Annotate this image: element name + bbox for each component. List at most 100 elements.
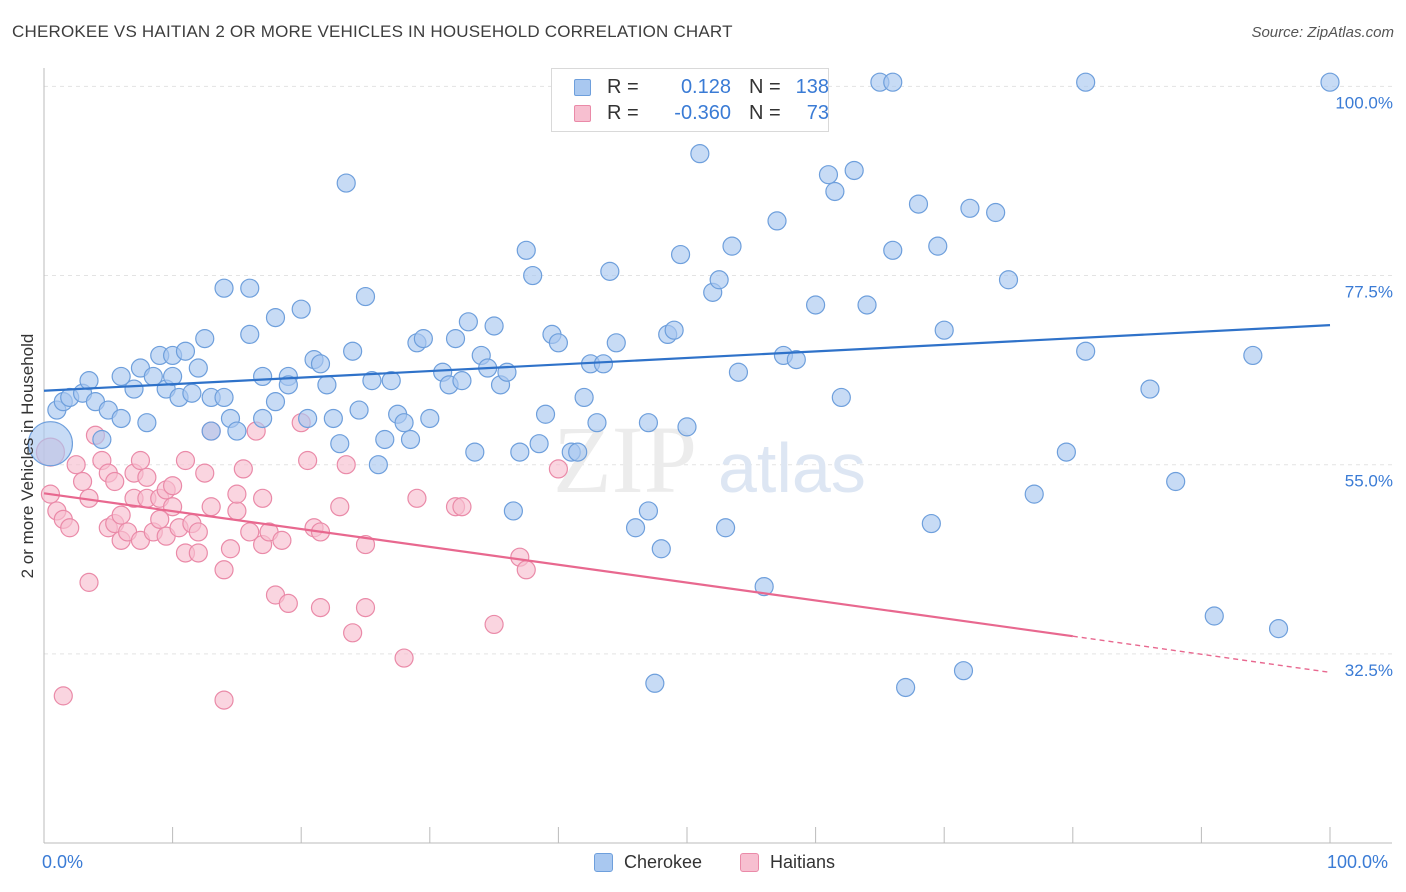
- cherokee-point: [896, 677, 916, 698]
- haitians-point: [253, 488, 273, 508]
- cherokee-point: [715, 518, 736, 538]
- cherokee-point: [818, 165, 839, 185]
- cherokee-point: [722, 236, 742, 256]
- cherokee-point: [201, 421, 221, 441]
- cherokee-point: [664, 320, 684, 340]
- watermark-atlas: atlas: [718, 429, 866, 507]
- haitians-trend-extension: [1072, 635, 1331, 674]
- haitians-trend-line: [43, 492, 1073, 638]
- cherokee-point: [240, 278, 260, 298]
- haitians-point: [227, 501, 247, 521]
- cherokee-point: [214, 387, 234, 408]
- haitians-point: [298, 450, 318, 471]
- haitians-point: [130, 450, 151, 471]
- cherokee-point: [625, 518, 646, 538]
- cherokee-point: [458, 312, 478, 332]
- cherokee-point: [445, 329, 466, 349]
- cherokee-point: [323, 408, 343, 429]
- haitians-point: [310, 598, 331, 618]
- legend-n-value: 138: [795, 75, 829, 98]
- legend-swatch-cherokee: [594, 853, 613, 872]
- haitians-point: [355, 534, 376, 555]
- legend-label-cherokee: Cherokee: [624, 852, 703, 872]
- cherokee-point: [394, 413, 414, 433]
- cherokee-point: [677, 417, 697, 437]
- cherokee-point: [27, 421, 74, 467]
- cherokee-point: [934, 320, 954, 340]
- cherokee-point: [728, 362, 749, 382]
- haitians-point: [484, 614, 504, 635]
- legend-item-haitians[interactable]: Haitians: [740, 852, 835, 873]
- legend-r-value: -0.360: [674, 101, 731, 124]
- cherokee-point: [844, 160, 864, 181]
- cherokee-point: [1320, 72, 1340, 92]
- cherokee-point: [349, 400, 369, 420]
- cherokee-point: [265, 392, 286, 412]
- cherokee-point: [1204, 606, 1224, 626]
- cherokee-point: [651, 539, 671, 559]
- legend-n-value: 73: [806, 101, 829, 124]
- cherokee-point: [278, 375, 298, 395]
- cherokee-point: [92, 429, 112, 450]
- haitians-point: [163, 476, 183, 496]
- cherokee-point: [638, 413, 659, 433]
- legend-r-value: 0.128: [680, 75, 731, 98]
- cherokee-point: [413, 329, 433, 349]
- haitians-point: [195, 463, 215, 483]
- legend-row-haitians: R = -0.360 N = 73: [574, 100, 829, 126]
- cherokee-point: [593, 354, 614, 374]
- legend-label-haitians: Haitians: [770, 852, 836, 872]
- cherokee-point: [400, 429, 421, 450]
- cherokee-point: [690, 144, 710, 164]
- cherokee-point: [1024, 484, 1044, 504]
- legend-row-cherokee: R = 0.128 N = 138: [574, 74, 829, 100]
- cherokee-point: [883, 72, 903, 92]
- cherokee-point: [1268, 619, 1289, 639]
- cherokee-point: [79, 371, 99, 391]
- cherokee-point: [381, 371, 401, 391]
- haitians-point: [548, 459, 569, 479]
- cherokee-point: [767, 211, 787, 231]
- haitians-point: [452, 497, 472, 517]
- cherokee-point: [960, 198, 980, 218]
- haitians-point: [220, 539, 241, 559]
- cherokee-point: [825, 181, 845, 202]
- haitians-point: [66, 455, 86, 475]
- haitians-point: [105, 471, 125, 492]
- haitians-point: [336, 455, 356, 475]
- cherokee-point: [568, 442, 588, 462]
- legend-item-cherokee[interactable]: Cherokee: [594, 852, 702, 873]
- haitians-point: [201, 497, 221, 517]
- cherokee-point: [1076, 72, 1096, 92]
- cherokee-point: [516, 240, 536, 260]
- cherokee-point: [336, 173, 356, 193]
- cherokee-point: [195, 329, 215, 349]
- cherokee-point: [111, 366, 131, 387]
- cherokee-point: [606, 333, 626, 353]
- cherokee-point: [998, 270, 1019, 290]
- watermark: ZIP atlas: [553, 406, 866, 513]
- cherokee-point: [484, 316, 504, 336]
- cherokee-point: [343, 341, 363, 361]
- cherokee-point: [1243, 345, 1263, 366]
- x-tick-label-max: 100.0%: [1327, 852, 1389, 872]
- cherokee-point: [921, 513, 941, 534]
- cherokee-point: [523, 265, 543, 286]
- cherokee-point: [111, 408, 131, 429]
- cherokee-point: [298, 408, 318, 429]
- haitians-point: [111, 505, 131, 525]
- haitians-point: [72, 471, 93, 492]
- legend-r-label: R =: [607, 101, 639, 124]
- legend-r-label: R =: [607, 75, 639, 98]
- cherokee-point: [1166, 471, 1186, 492]
- legend-n-label: N =: [749, 75, 781, 98]
- haitians-point: [214, 560, 234, 580]
- haitians-point: [278, 593, 298, 614]
- trend-lines: [43, 324, 1331, 674]
- y-tick-label: 100.0%: [1335, 93, 1393, 112]
- haitians-point: [355, 598, 376, 618]
- cherokee-point: [1076, 341, 1096, 361]
- y-tick-labels: 32.5% 55.0% 77.5% 100.0%: [1335, 93, 1393, 679]
- haitians-point: [137, 467, 157, 487]
